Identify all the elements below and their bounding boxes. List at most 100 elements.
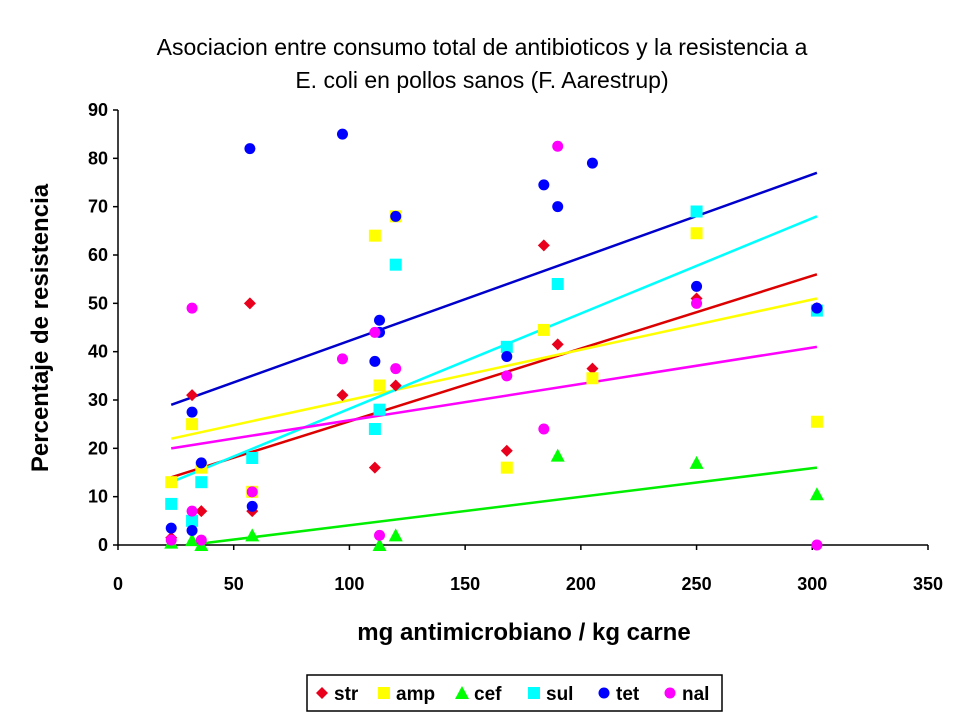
legend-label-amp: amp bbox=[396, 684, 435, 705]
data-point-nal bbox=[374, 529, 386, 541]
data-point-amp bbox=[537, 323, 550, 336]
y-tick-label: 50 bbox=[88, 293, 108, 313]
data-point-cef bbox=[689, 455, 704, 469]
x-axis-label: mg antimicrobiano / kg carne bbox=[357, 619, 690, 646]
data-point-str bbox=[336, 389, 349, 402]
data-point-sul bbox=[389, 258, 402, 271]
data-point-str bbox=[586, 362, 599, 375]
data-point-amp bbox=[368, 229, 381, 242]
trend-line-sul bbox=[170, 215, 818, 484]
data-point-tet bbox=[586, 157, 598, 169]
data-point-sul bbox=[246, 452, 259, 464]
data-point-nal bbox=[186, 505, 198, 517]
data-point-tet bbox=[369, 355, 381, 367]
data-point-tet bbox=[374, 314, 386, 326]
legend-marker-tet bbox=[598, 687, 610, 699]
legend-marker-amp bbox=[378, 687, 390, 699]
trend-lines bbox=[170, 171, 818, 545]
data-point-nal bbox=[552, 140, 564, 152]
trend-line-str bbox=[170, 273, 818, 479]
y-tick-label: 30 bbox=[88, 390, 108, 410]
data-point-cef bbox=[372, 538, 387, 551]
data-point-sul bbox=[500, 340, 513, 353]
data-point-nal bbox=[390, 363, 402, 375]
data-point-nal bbox=[811, 539, 823, 551]
y-axis-label: Percentaje de resistencia bbox=[27, 183, 54, 472]
data-point-cef bbox=[809, 487, 824, 501]
data-point-tet bbox=[552, 201, 564, 213]
data-point-nal bbox=[186, 302, 198, 314]
data-point-tet bbox=[501, 351, 513, 362]
data-point-sul bbox=[165, 497, 178, 510]
data-point-tet bbox=[538, 179, 550, 191]
x-tick-label: 150 bbox=[450, 574, 480, 594]
trend-line-cef bbox=[201, 466, 818, 545]
x-tick-label: 300 bbox=[797, 574, 827, 594]
data-point-cef bbox=[550, 448, 565, 462]
data-point-str bbox=[500, 444, 513, 457]
data-point-sul bbox=[551, 278, 564, 290]
data-points bbox=[164, 128, 824, 551]
chart-legend: str amp cef sul tet nal bbox=[306, 674, 723, 712]
y-tick-label: 80 bbox=[88, 148, 108, 168]
y-tick-label: 70 bbox=[88, 197, 108, 217]
data-point-str bbox=[368, 461, 381, 474]
data-point-sul bbox=[373, 403, 386, 416]
x-tick-label: 100 bbox=[334, 574, 364, 594]
data-point-tet bbox=[336, 128, 348, 140]
data-point-tet bbox=[246, 500, 258, 512]
chart-axes bbox=[117, 110, 928, 546]
data-point-tet bbox=[244, 143, 256, 155]
chart-title-line-1: Asociacion entre consumo total de antibi… bbox=[157, 34, 808, 60]
legend-box bbox=[306, 674, 723, 712]
x-tick-label: 350 bbox=[913, 574, 943, 594]
data-point-nal bbox=[246, 486, 258, 498]
data-point-amp bbox=[810, 415, 823, 428]
data-point-str bbox=[537, 239, 550, 252]
y-tick-label: 90 bbox=[88, 100, 108, 120]
legend-label-tet: tet bbox=[616, 684, 640, 705]
trend-line-nal bbox=[171, 345, 818, 450]
x-tick-label: 200 bbox=[566, 574, 596, 594]
data-point-nal bbox=[538, 423, 550, 435]
data-point-amp bbox=[373, 379, 386, 392]
trend-line-amp bbox=[170, 297, 818, 440]
data-point-tet bbox=[390, 210, 402, 222]
x-tick-label: 50 bbox=[224, 574, 244, 594]
x-tick-label: 250 bbox=[682, 574, 712, 594]
data-point-cef bbox=[185, 533, 200, 547]
legend-marker-cef bbox=[455, 686, 469, 699]
trend-line-tet bbox=[170, 171, 818, 407]
data-point-str bbox=[186, 389, 199, 402]
data-point-amp bbox=[690, 227, 703, 240]
data-point-nal bbox=[195, 534, 207, 546]
data-point-str bbox=[195, 505, 208, 518]
data-point-amp bbox=[186, 418, 199, 431]
y-tick-label: 40 bbox=[88, 342, 108, 362]
data-point-str bbox=[243, 297, 256, 310]
legend-marker-nal bbox=[664, 687, 676, 699]
x-tick-label: 0 bbox=[113, 574, 123, 594]
data-point-nal bbox=[691, 297, 703, 309]
data-point-tet bbox=[165, 522, 177, 534]
y-tick-label: 60 bbox=[88, 245, 108, 265]
legend-marker-str bbox=[316, 687, 328, 699]
y-tick-label: 0 bbox=[98, 535, 108, 555]
data-point-amp bbox=[165, 476, 178, 489]
legend-label-sul: sul bbox=[546, 684, 573, 705]
data-point-str bbox=[551, 338, 564, 351]
data-point-sul bbox=[368, 423, 381, 435]
data-point-nal bbox=[501, 370, 513, 382]
data-point-tet bbox=[195, 457, 207, 469]
data-point-sul bbox=[186, 514, 199, 527]
legend-label-str: str bbox=[334, 684, 359, 705]
data-point-sul bbox=[195, 476, 208, 489]
data-point-cef bbox=[388, 528, 403, 542]
data-point-tet bbox=[691, 280, 703, 292]
data-point-nal bbox=[369, 326, 381, 338]
data-point-tet bbox=[186, 525, 198, 536]
data-point-cef bbox=[245, 528, 260, 542]
y-tick-label: 20 bbox=[88, 438, 108, 458]
chart-ticks: 0 10 20 30 40 50 60 70 80 90 0 50 100 150 200 250 300 350 bbox=[88, 100, 943, 594]
